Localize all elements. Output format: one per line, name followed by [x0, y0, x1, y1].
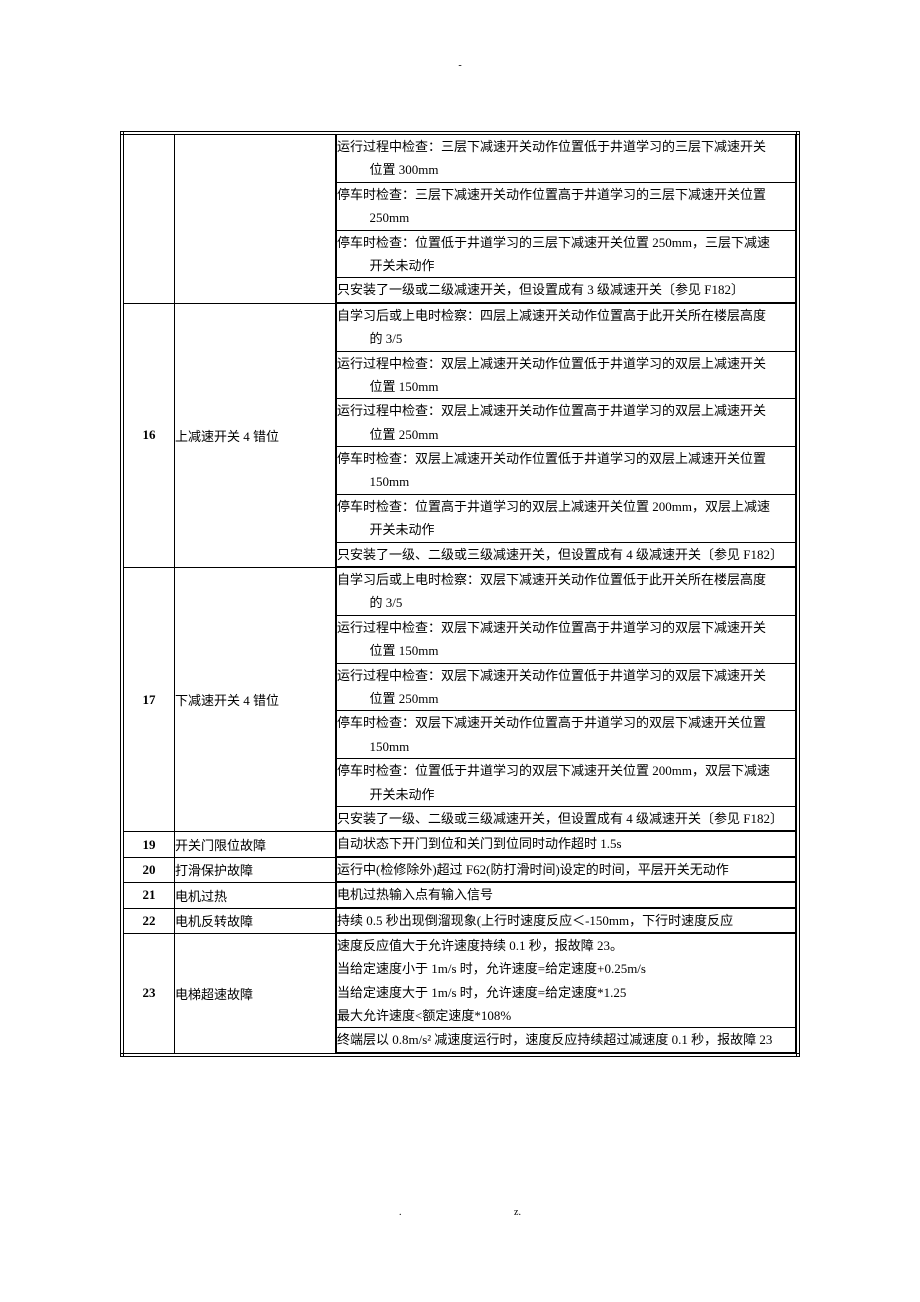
fault-desc-item: 运行过程中检查：双层下减速开关动作位置低于井道学习的双层下减速开关位置 250m…: [337, 663, 796, 711]
table-row: 17下减速开关 4 错位自学习后或上电时检察：双层下减速开关动作位置低于此开关所…: [122, 568, 798, 832]
table-row: 23电梯超速故障速度反应值大于允许速度持续 0.1 秒，报故障 23。当给定速度…: [122, 933, 798, 1054]
fault-desc-cell: 电机过热输入点有输入信号: [336, 883, 799, 908]
fault-desc-line: 运行过程中检查：双层上减速开关动作位置低于井道学习的双层上减速开关: [337, 356, 766, 371]
fault-desc-line: 停车时检查：位置高于井道学习的双层上减速开关位置 200mm，双层上减速: [337, 499, 770, 514]
fault-desc-sub: 位置 150mm: [337, 639, 795, 662]
fault-desc-item: 速度反应值大于允许速度持续 0.1 秒，报故障 23。当给定速度小于 1m/s …: [337, 934, 796, 1028]
table-row: 运行过程中检查：三层下减速开关动作位置低于井道学习的三层下减速开关位置 300m…: [122, 133, 798, 303]
fault-desc-cell: 自学习后或上电时检察：四层上减速开关动作位置高于此开关所在楼层高度的 3/5运行…: [336, 303, 799, 567]
fault-name-cell: 下减速开关 4 错位: [175, 568, 336, 832]
fault-desc-cell: 持续 0.5 秒出现倒溜现象(上行时速度反应＜-150mm，下行时速度反应: [336, 908, 799, 933]
fault-desc-line: 持续 0.5 秒出现倒溜现象(上行时速度反应＜-150mm，下行时速度反应: [337, 913, 733, 928]
fault-desc-item: 运行过程中检查：双层下减速开关动作位置高于井道学习的双层下减速开关位置 150m…: [337, 615, 796, 663]
fault-desc-item: 运行过程中检查：三层下减速开关动作位置低于井道学习的三层下减速开关位置 300m…: [337, 135, 796, 182]
table-row: 21电机过热电机过热输入点有输入信号: [122, 883, 798, 908]
fault-desc-line: 自学习后或上电时检察：双层下减速开关动作位置低于此开关所在楼层高度: [337, 572, 766, 587]
fault-id-cell: 21: [122, 883, 175, 908]
fault-desc-line: 停车时检查：三层下减速开关动作位置高于井道学习的三层下减速开关位置: [337, 187, 766, 202]
fault-desc-line: 停车时检查：位置低于井道学习的双层下减速开关位置 200mm，双层下减速: [337, 763, 770, 778]
fault-desc-line: 自动状态下开门到位和关门到位同时动作超时 1.5s: [337, 836, 622, 851]
fault-desc-item: 只安装了一级、二级或三级减速开关，但设置成有 4 级减速开关〔参见 F182〕: [337, 806, 796, 830]
fault-desc-line: 最大允许速度<额定速度*108%: [337, 1008, 511, 1023]
table-row: 19开关门限位故障自动状态下开门到位和关门到位同时动作超时 1.5s: [122, 832, 798, 857]
fault-desc-item: 只安装了一级或二级减速开关，但设置成有 3 级减速开关〔参见 F182〕: [337, 278, 796, 302]
fault-desc-item: 运行过程中检查：双层上减速开关动作位置低于井道学习的双层上减速开关位置 150m…: [337, 351, 796, 399]
fault-desc-item: 自学习后或上电时检察：四层上减速开关动作位置高于此开关所在楼层高度的 3/5: [337, 304, 796, 351]
fault-desc-cell: 自动状态下开门到位和关门到位同时动作超时 1.5s: [336, 832, 799, 857]
fault-name-cell: 打滑保护故障: [175, 857, 336, 882]
fault-id-cell: 23: [122, 933, 175, 1054]
fault-desc-item: 停车时检查：位置低于井道学习的双层下减速开关位置 200mm，双层下减速开关未动…: [337, 759, 796, 807]
fault-desc-item: 终端层以 0.8m/s² 减速度运行时，速度反应持续超过减速度 0.1 秒，报故…: [337, 1028, 796, 1052]
fault-desc-sub: 位置 150mm: [337, 375, 795, 398]
fault-desc-item: 停车时检查：位置高于井道学习的双层上减速开关位置 200mm，双层上减速开关未动…: [337, 494, 796, 542]
fault-desc-sub: 150mm: [337, 735, 795, 758]
fault-desc-item: 停车时检查：位置低于井道学习的三层下减速开关位置 250mm，三层下减速开关未动…: [337, 230, 796, 278]
footer-left: .: [399, 1207, 402, 1218]
header-mark: -: [120, 60, 800, 71]
fault-desc-item: 停车时检查：双层下减速开关动作位置高于井道学习的双层下减速开关位置 150mm: [337, 711, 796, 759]
fault-id-cell: 16: [122, 303, 175, 567]
fault-id-cell: 20: [122, 857, 175, 882]
fault-name-cell: 开关门限位故障: [175, 832, 336, 857]
fault-desc-sub: 位置 250mm: [337, 423, 795, 446]
fault-desc-item: 自动状态下开门到位和关门到位同时动作超时 1.5s: [337, 832, 796, 856]
fault-desc-sub: 开关未动作: [337, 254, 795, 277]
page: - 运行过程中检查：三层下减速开关动作位置低于井道学习的三层下减速开关位置 30…: [0, 0, 920, 1258]
fault-id-cell: 17: [122, 568, 175, 832]
fault-desc-sub: 开关未动作: [337, 518, 795, 541]
fault-desc-line: 运行过程中检查：双层上减速开关动作位置高于井道学习的双层上减速开关: [337, 403, 766, 418]
fault-name-cell: 电机过热: [175, 883, 336, 908]
footer: . z.: [120, 1207, 800, 1218]
fault-desc-item: 运行中(检修除外)超过 F62(防打滑时间)设定的时间，平层开关无动作: [337, 858, 796, 882]
table-row: 16上减速开关 4 错位自学习后或上电时检察：四层上减速开关动作位置高于此开关所…: [122, 303, 798, 567]
fault-desc-line: 只安装了一级或二级减速开关，但设置成有 3 级减速开关〔参见 F182〕: [337, 282, 744, 297]
fault-name-cell: 上减速开关 4 错位: [175, 303, 336, 567]
fault-desc-line: 运行中(检修除外)超过 F62(防打滑时间)设定的时间，平层开关无动作: [337, 862, 729, 877]
fault-name-cell: 电梯超速故障: [175, 933, 336, 1054]
fault-desc-item: 停车时检查：双层上减速开关动作位置低于井道学习的双层上减速开关位置 150mm: [337, 447, 796, 495]
fault-desc-line: 电机过热输入点有输入信号: [337, 887, 493, 902]
fault-desc-line: 当给定速度小于 1m/s 时，允许速度=给定速度+0.25m/s: [337, 961, 646, 976]
fault-desc-cell: 运行过程中检查：三层下减速开关动作位置低于井道学习的三层下减速开关位置 300m…: [336, 133, 799, 303]
fault-name-cell: 电机反转故障: [175, 908, 336, 933]
fault-desc-line: 停车时检查：双层上减速开关动作位置低于井道学习的双层上减速开关位置: [337, 451, 766, 466]
fault-desc-item: 停车时检查：三层下减速开关动作位置高于井道学习的三层下减速开关位置 250mm: [337, 182, 796, 230]
fault-desc-line: 运行过程中检查：三层下减速开关动作位置低于井道学习的三层下减速开关: [337, 139, 766, 154]
fault-desc-item: 运行过程中检查：双层上减速开关动作位置高于井道学习的双层上减速开关位置 250m…: [337, 399, 796, 447]
fault-id-cell: 19: [122, 832, 175, 857]
fault-desc-sub: 250mm: [337, 206, 795, 229]
fault-id-cell: 22: [122, 908, 175, 933]
fault-desc-sub: 开关未动作: [337, 783, 795, 806]
fault-desc-cell: 运行中(检修除外)超过 F62(防打滑时间)设定的时间，平层开关无动作: [336, 857, 799, 882]
fault-desc-line: 运行过程中检查：双层下减速开关动作位置高于井道学习的双层下减速开关: [337, 620, 766, 635]
fault-desc-cell: 速度反应值大于允许速度持续 0.1 秒，报故障 23。当给定速度小于 1m/s …: [336, 933, 799, 1054]
fault-desc-item: 持续 0.5 秒出现倒溜现象(上行时速度反应＜-150mm，下行时速度反应: [337, 909, 796, 933]
fault-desc-sub: 位置 250mm: [337, 687, 795, 710]
fault-desc-line: 只安装了一级、二级或三级减速开关，但设置成有 4 级减速开关〔参见 F182〕: [337, 547, 783, 562]
table-row: 22电机反转故障持续 0.5 秒出现倒溜现象(上行时速度反应＜-150mm，下行…: [122, 908, 798, 933]
fault-desc-line: 速度反应值大于允许速度持续 0.1 秒，报故障 23。: [337, 938, 623, 953]
fault-name-cell: [175, 133, 336, 303]
fault-desc-line: 运行过程中检查：双层下减速开关动作位置低于井道学习的双层下减速开关: [337, 668, 766, 683]
fault-desc-sub: 150mm: [337, 470, 795, 493]
fault-desc-line: 只安装了一级、二级或三级减速开关，但设置成有 4 级减速开关〔参见 F182〕: [337, 811, 783, 826]
fault-desc-item: 电机过热输入点有输入信号: [337, 883, 796, 907]
table-row: 20打滑保护故障运行中(检修除外)超过 F62(防打滑时间)设定的时间，平层开关…: [122, 857, 798, 882]
fault-desc-line: 停车时检查：双层下减速开关动作位置高于井道学习的双层下减速开关位置: [337, 715, 766, 730]
fault-desc-sub: 位置 300mm: [337, 158, 795, 181]
fault-desc-line: 停车时检查：位置低于井道学习的三层下减速开关位置 250mm，三层下减速: [337, 235, 770, 250]
fault-desc-sub: 的 3/5: [337, 591, 795, 614]
fault-desc-line: 自学习后或上电时检察：四层上减速开关动作位置高于此开关所在楼层高度: [337, 308, 766, 323]
fault-desc-line: 当给定速度大于 1m/s 时，允许速度=给定速度*1.25: [337, 985, 626, 1000]
fault-id-cell: [122, 133, 175, 303]
fault-desc-cell: 自学习后或上电时检察：双层下减速开关动作位置低于此开关所在楼层高度的 3/5运行…: [336, 568, 799, 832]
fault-table: 运行过程中检查：三层下减速开关动作位置低于井道学习的三层下减速开关位置 300m…: [120, 131, 800, 1057]
fault-desc-sub: 的 3/5: [337, 327, 795, 350]
fault-desc-line: 终端层以 0.8m/s² 减速度运行时，速度反应持续超过减速度 0.1 秒，报故…: [337, 1032, 772, 1047]
fault-desc-item: 只安装了一级、二级或三级减速开关，但设置成有 4 级减速开关〔参见 F182〕: [337, 542, 796, 566]
fault-desc-item: 自学习后或上电时检察：双层下减速开关动作位置低于此开关所在楼层高度的 3/5: [337, 568, 796, 615]
footer-right: z.: [514, 1207, 521, 1218]
